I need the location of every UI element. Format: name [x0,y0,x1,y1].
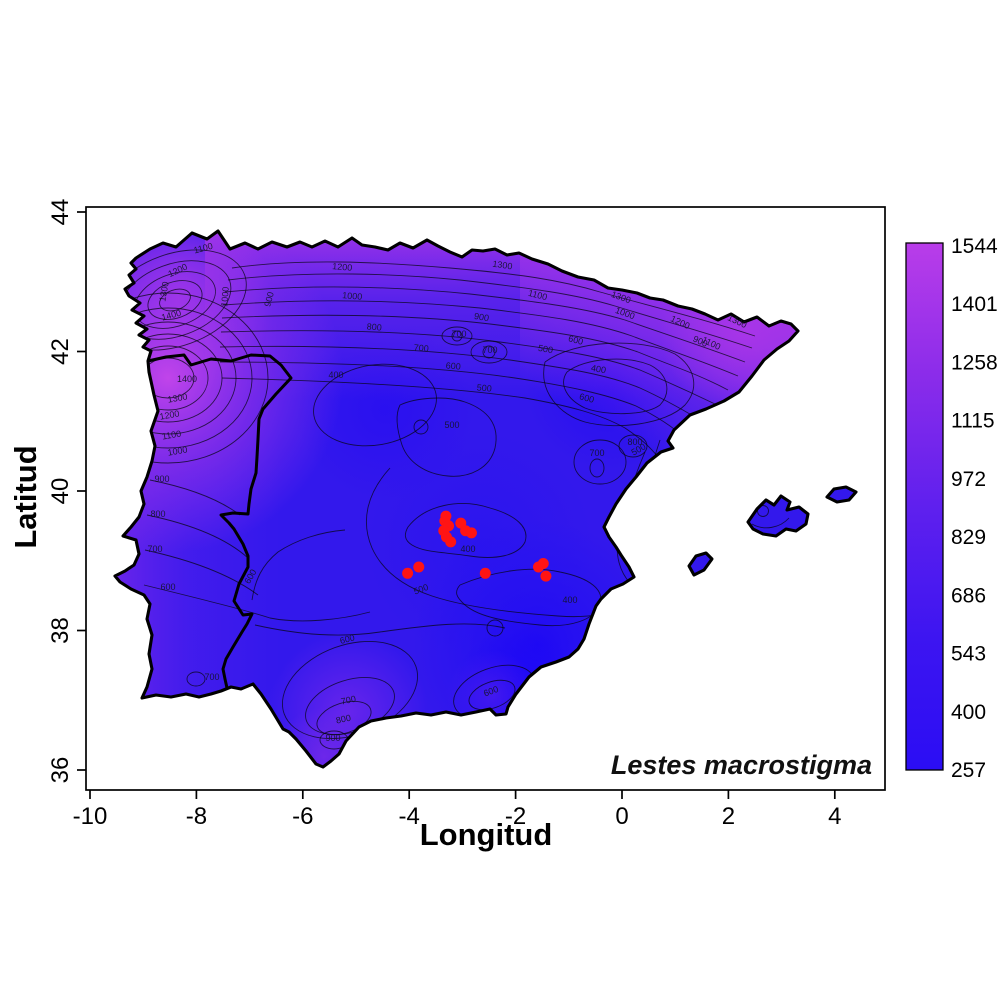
colorbar-tick-label: 1115 [951,410,995,433]
colorbar-labels: 1544 1401 1258 1115 972 829 686 543 400 257 [951,235,998,782]
contour-label: 600 [160,582,175,592]
contour-label: 900 [154,474,169,484]
contour-label: 700 [147,544,162,554]
contour-label: 1100 [193,241,214,256]
contour-label: 700 [413,342,429,353]
y-tick-label: 38 [47,617,74,644]
contour-label: 1000 [219,286,231,307]
contour-label: 500 [537,343,554,355]
contour-label: 800 [366,321,382,332]
contour-label: 600 [567,333,584,347]
contour-label: 1100 [161,428,182,441]
x-tick-label: -4 [399,803,420,830]
x-tick-label: -10 [73,803,108,830]
contour-label: 400 [562,595,577,605]
contour-label: 700 [482,345,497,355]
y-tick-label: 40 [47,478,74,505]
contour-label: 1300 [167,391,188,404]
occurrence-point [413,561,425,573]
x-tick-label: -6 [292,803,313,830]
contour-label: 500 [412,582,430,597]
x-tick-label: 4 [828,803,841,830]
contour-label: 600 [482,684,500,699]
contour-label: 800 [150,509,165,519]
contour-label: 600 [578,391,595,405]
contour-label: 500 [476,382,492,393]
y-axis: 36 38 40 42 44 [47,199,86,784]
x-tick-label: -8 [186,803,207,830]
y-axis-title: Latitud [8,445,43,548]
occurrence-point [540,570,552,582]
contour-label: 1000 [167,444,188,457]
colorbar-tick-label: 400 [951,701,986,724]
contour-label: 800 [627,437,642,447]
colorbar-tick-label: 1258 [951,351,998,374]
contour-label: 400 [328,370,343,380]
contour-label: 700 [340,694,357,707]
colorbar [905,242,944,771]
x-tick-label: 2 [722,803,735,830]
contour-label: 400 [460,544,475,554]
contour-label: 900 [473,311,490,323]
plot-frame [85,206,886,791]
species-label: Lestes macrostigma [611,750,872,780]
x-tick-label: 0 [615,803,628,830]
y-tick-label: 36 [47,757,74,784]
contour-label: 600 [339,632,356,646]
colorbar-tick-label: 1544 [951,235,998,258]
contour-label: 700 [451,329,466,339]
contour-label: 900 [262,291,276,308]
contour-label: 1200 [332,261,353,273]
occurrence-point [465,527,477,539]
y-tick-label: 44 [47,199,74,226]
contour-label: 800 [335,713,352,726]
x-axis-title: Longitud [420,817,553,852]
contour-label: 900 [325,733,340,743]
colorbar-tick-label: 1401 [951,293,998,316]
land-fill [115,231,856,767]
x-tick-label: -2 [505,803,526,830]
occurrence-points [402,510,552,582]
contour-label: 1000 [342,290,363,302]
contour-label: 1300 [492,259,513,272]
occurrence-point [445,536,457,548]
portugal-spain-border [147,353,293,689]
contour-label: 1300 [157,281,170,302]
contour-label: 400 [590,363,607,375]
x-axis: -10 -8 -6 -4 -2 0 2 4 [73,790,841,830]
contour-label: 1400 [177,374,197,384]
contour-label: 700 [589,448,604,458]
contour-label: 1100 [527,288,548,302]
colorbar-tick-label: 686 [951,584,986,607]
occurrence-point [479,567,491,579]
contour-label: 500 [444,420,459,430]
occurrence-point [537,558,549,570]
contour-label: 700 [204,672,219,682]
colorbar-tick-label: 972 [951,468,986,491]
occurrence-point [402,567,414,579]
colorbar-tick-label: 257 [951,759,986,782]
contour-label: 1200 [159,408,180,421]
y-tick-label: 42 [47,338,74,365]
colorbar-tick-label: 829 [951,526,986,549]
colorbar-tick-label: 543 [951,643,986,666]
contour-label: 600 [445,360,461,371]
